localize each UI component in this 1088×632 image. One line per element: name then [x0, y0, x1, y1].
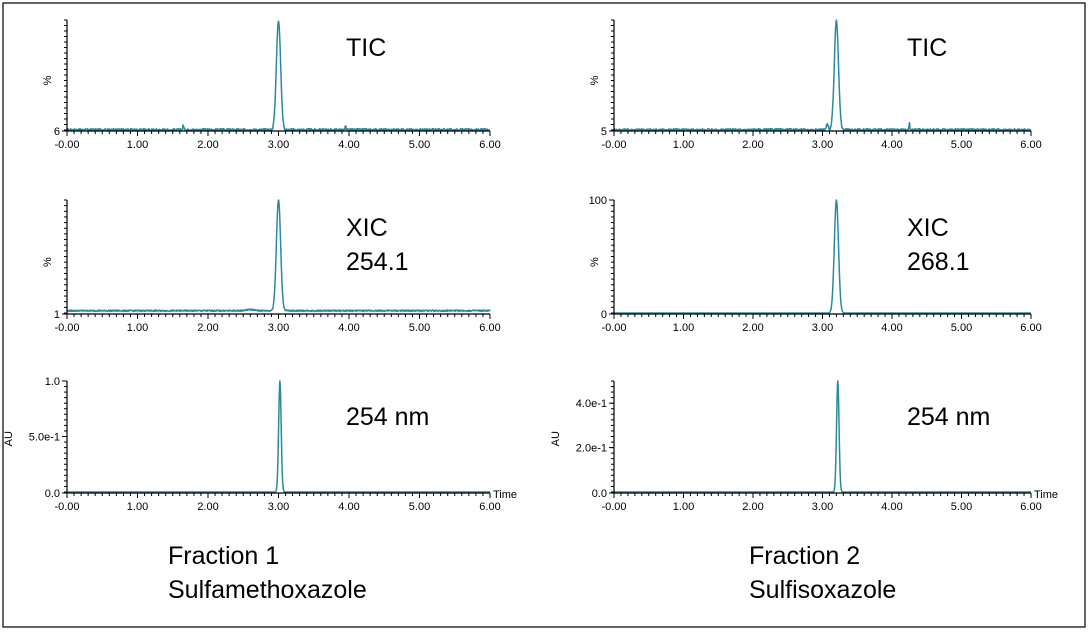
x-tick-label: 2.00	[742, 501, 763, 513]
trace-line	[613, 199, 1032, 314]
x-tick-label: 5.00	[409, 501, 430, 513]
y-tick-label: 0.0	[592, 488, 607, 500]
x-tick-label: 1.00	[673, 322, 694, 334]
x-tick-label: 1.00	[127, 139, 148, 151]
trace-line	[66, 199, 491, 313]
y-axis-label: AU	[3, 431, 15, 446]
x-tick-label: 1.00	[127, 501, 148, 513]
x-tick-label: 6.00	[479, 139, 500, 151]
panel-title: 254.1	[346, 248, 409, 276]
x-tick-label: 3.00	[268, 139, 289, 151]
y-axis-label: AU	[550, 431, 562, 446]
caption-fraction-2-line2: Sulfisoxazole	[749, 576, 896, 604]
x-tick-label: 3.00	[268, 322, 289, 334]
x-axis-label: Time	[1034, 489, 1058, 501]
y-tick-label: 0	[601, 309, 607, 321]
y-tick-label: 100	[589, 195, 607, 207]
chart-panel-1: -0.00 1.00 2.00 3.00 4.00 5.00 6.00 6% TIC	[42, 19, 501, 151]
x-tick-label: -0.00	[54, 501, 79, 513]
y-tick-label: 4.0e-1	[576, 398, 607, 410]
x-tick-label: 4.00	[338, 501, 359, 513]
x-tick-label: 3.00	[812, 139, 833, 151]
y-tick-label: 5	[601, 126, 607, 138]
x-tick-label: 6.00	[479, 322, 500, 334]
x-tick-label: -0.00	[54, 322, 79, 334]
y-tick-label: 5.0e-1	[29, 432, 60, 444]
x-tick-label: 4.00	[881, 501, 902, 513]
chart-panel-2: -0.00 1.00 2.00 3.00 4.00 5.00 6.00 5% TIC	[589, 19, 1042, 151]
chart-panel-4: -0.00 1.00 2.00 3.00 4.00 5.00 6.00 0 100% XIC 268…	[589, 195, 1042, 334]
x-tick-label: 5.00	[951, 139, 972, 151]
x-tick-label: 6.00	[479, 501, 500, 513]
x-tick-label: 1.00	[673, 139, 694, 151]
x-tick-label: -0.00	[54, 139, 79, 151]
caption-fraction-1-line2: Sulfamethoxazole	[168, 576, 367, 604]
x-tick-label: 2.00	[742, 322, 763, 334]
panel-title: 268.1	[907, 248, 970, 276]
panel-title: XIC	[907, 214, 949, 242]
x-tick-label: 1.00	[673, 501, 694, 513]
x-tick-label: 5.00	[951, 322, 972, 334]
y-tick-label: 0.0	[45, 488, 60, 500]
panel-title: 254 nm	[346, 403, 429, 431]
y-axis-label: %	[42, 257, 54, 267]
x-tick-label: 6.00	[1020, 322, 1041, 334]
panels-group: -0.00 1.00 2.00 3.00 4.00 5.00 6.006%TIC-0.00 1…	[3, 19, 1058, 513]
x-tick-label: 4.00	[338, 322, 359, 334]
x-tick-label: 4.00	[881, 322, 902, 334]
panel-title: XIC	[346, 214, 388, 242]
x-tick-label: 5.00	[409, 322, 430, 334]
panel-title: TIC	[907, 34, 947, 62]
x-tick-label: 2.00	[197, 139, 218, 151]
chart-panel-3: -0.00 1.00 2.00 3.00 4.00 5.00 6.00 1% XIC 254.1	[42, 199, 501, 334]
x-tick-label: 2.00	[742, 139, 763, 151]
y-axis-label: %	[589, 257, 601, 267]
x-tick-label: 4.00	[881, 139, 902, 151]
x-tick-label: 3.00	[812, 501, 833, 513]
trace-line	[613, 19, 1032, 131]
y-axis-label: %	[42, 75, 54, 85]
x-tick-label: 3.00	[268, 501, 289, 513]
x-tick-label: 2.00	[197, 322, 218, 334]
y-tick-label: 2.0e-1	[576, 443, 607, 455]
x-tick-label: 2.00	[197, 501, 218, 513]
chart-panel-6: -0.00 1.00 2.00 3.00 4.00 5.00 6.00 0.0 2.0e-1 4.…	[550, 380, 1058, 513]
y-axis-label: %	[589, 75, 601, 85]
x-tick-label: -0.00	[601, 139, 626, 151]
x-tick-label: 6.00	[1020, 139, 1041, 151]
x-tick-label: 6.00	[1020, 501, 1041, 513]
chart-panel-5: -0.00 1.00 2.00 3.00 4.00 5.00 6.00 0.0 5.0e-1 1.…	[3, 376, 517, 513]
trace-line	[613, 380, 1032, 493]
trace-line	[66, 380, 491, 493]
caption-fraction-2-line1: Fraction 2	[749, 542, 860, 570]
x-tick-label: 5.00	[951, 501, 972, 513]
x-tick-label: 4.00	[338, 139, 359, 151]
y-tick-label: 6	[54, 126, 60, 138]
y-tick-label: 1.0	[45, 376, 60, 388]
x-tick-label: -0.00	[601, 322, 626, 334]
y-tick-label: 1	[54, 309, 60, 321]
x-axis-label: Time	[493, 489, 517, 501]
x-tick-label: -0.00	[601, 501, 626, 513]
panel-title: TIC	[346, 34, 386, 62]
x-tick-label: 5.00	[409, 139, 430, 151]
x-tick-label: 1.00	[127, 322, 148, 334]
x-tick-label: 3.00	[812, 322, 833, 334]
panel-title: 254 nm	[907, 403, 990, 431]
trace-line	[66, 20, 491, 131]
caption-fraction-1-line1: Fraction 1	[168, 542, 279, 570]
